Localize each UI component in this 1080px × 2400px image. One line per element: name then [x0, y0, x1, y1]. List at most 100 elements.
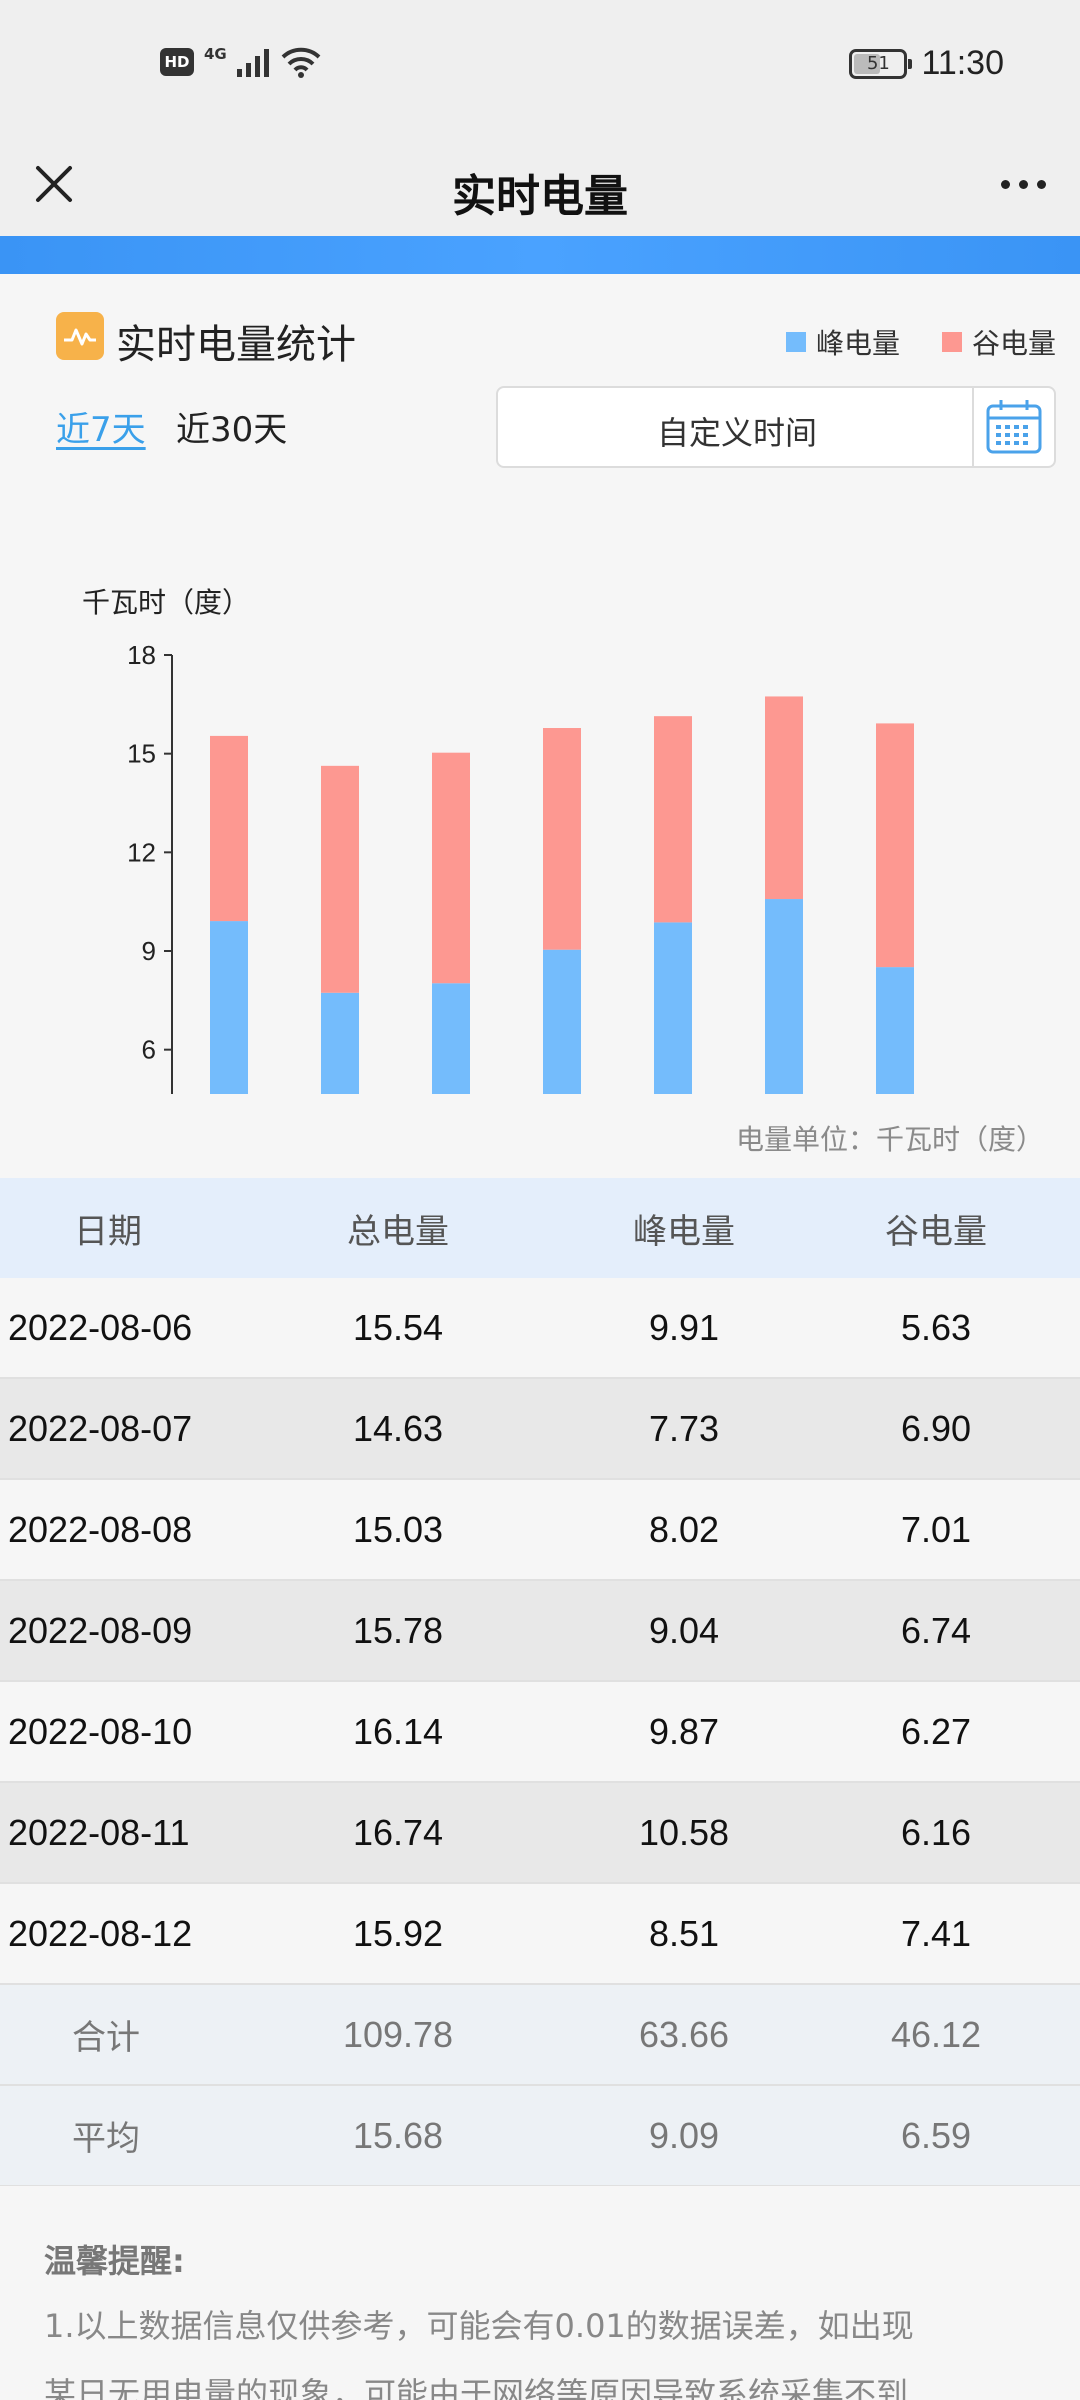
cell-date: 2022-08-06: [8, 1306, 193, 1348]
table-row: 2022-08-07 14.63 7.73 6.90: [0, 1379, 1080, 1480]
tips-section: 温馨提醒: 1.以上数据信息仅供参考，可能会有0.01的数据误差，如出现 某日无…: [0, 2186, 1080, 2400]
table-row: 2022-08-11 16.74 10.58 6.16: [0, 1783, 1080, 1884]
stacked-bar-chart: 千瓦时（度）0369121518日08-0608-0708-0808-0908-…: [82, 586, 1016, 1330]
bar-valley: [765, 696, 803, 900]
bar-peak: [543, 949, 581, 1247]
legend-label-valley: 谷电量: [971, 327, 1056, 360]
header-peak: 峰电量: [633, 1211, 735, 1252]
chart-container: 千瓦时（度）0369121518日08-0608-0708-0808-0908-…: [0, 534, 1080, 1330]
bar-peak: [432, 983, 470, 1247]
tips-line-1: 1.以上数据信息仅供参考，可能会有0.01的数据误差，如出现: [44, 2307, 914, 2345]
bar-peak: [765, 899, 803, 1247]
signal-icon: [236, 49, 269, 77]
header-valley: 谷电量: [885, 1211, 987, 1252]
cell-total: 16.74: [352, 1811, 444, 1853]
cell-peak: 9.87: [648, 1710, 720, 1752]
cell-date: 2022-08-10: [8, 1710, 193, 1752]
cell-valley: 5.63: [900, 1306, 972, 1348]
cell-peak: 9.04: [648, 1609, 720, 1651]
table-row-total: 合计 109.78 63.66 46.12: [0, 1985, 1080, 2086]
more-icon: [1000, 179, 1010, 189]
unit-note: 电量单位：千瓦时（度）: [735, 1123, 1044, 1156]
status-right: 51 11:30: [849, 44, 1004, 83]
bar-valley: [432, 752, 470, 984]
cell-total: 16.14: [352, 1710, 444, 1752]
page-title: 实时电量: [452, 171, 628, 222]
cell-date: 2022-08-09: [8, 1609, 193, 1651]
average-label: 平均: [72, 2119, 140, 2159]
cell-valley: 6.74: [900, 1609, 972, 1651]
cell-date: 2022-08-08: [8, 1508, 193, 1550]
cell-valley: 6.90: [900, 1407, 972, 1449]
cell-total: 15.92: [352, 1912, 444, 1954]
header-total: 总电量: [347, 1211, 449, 1252]
bar-valley: [654, 716, 692, 923]
tips-line-2: 某日无用电量的现象，可能由于网络等原因导致系统采集不到: [44, 2375, 909, 2400]
y-axis-label: 千瓦时（度）: [82, 586, 250, 619]
battery-level: 51: [866, 53, 890, 74]
bar-valley: [543, 728, 581, 950]
bar-peak: [210, 921, 248, 1247]
status-bar: HD 4G 51 11:30: [0, 0, 1080, 136]
bar-valley: [210, 735, 248, 922]
cell-total: 15.54: [352, 1306, 444, 1348]
cell-date: 2022-08-12: [8, 1912, 193, 1954]
cell-peak: 8.51: [648, 1912, 720, 1954]
more-button[interactable]: [988, 154, 1058, 214]
total-label: 合计: [72, 2018, 140, 2058]
cell-peak: 10.58: [638, 1811, 730, 1853]
legend-swatch-peak: [785, 332, 806, 352]
cell-valley: 6.16: [900, 1811, 972, 1853]
battery-icon: 51: [849, 48, 913, 79]
calendar-icon: [986, 400, 1042, 454]
stats-card: 实时电量统计 峰电量 谷电量 近7天 近30天 自定义时间: [0, 274, 1080, 1330]
bar-peak: [876, 967, 914, 1247]
network-type: 4G: [204, 45, 227, 63]
table-row: 2022-08-09 15.78 9.04 6.74: [0, 1581, 1080, 1682]
total-peak: 63.66: [638, 2013, 730, 2055]
data-table: 日期 总电量 峰电量 谷电量 2022-08-06 15.54 9.91 5.63 20…: [0, 1178, 1080, 2187]
range-30-days[interactable]: 近30天: [176, 410, 288, 450]
nav-bar: 实时电量: [0, 136, 1080, 236]
y-tick-label: 12: [127, 837, 156, 867]
custom-time-label: 自定义时间: [656, 414, 817, 452]
cell-peak: 8.02: [648, 1508, 720, 1550]
average-peak: 9.09: [648, 2114, 720, 2156]
banner: [0, 236, 1080, 274]
cell-peak: 7.73: [648, 1407, 720, 1449]
table-row: 2022-08-06 15.54 9.91 5.63: [0, 1278, 1080, 1379]
table-row-average: 平均 15.68 9.09 6.59: [0, 2086, 1080, 2187]
y-tick-label: 6: [142, 1035, 156, 1065]
clock: 11:30: [921, 44, 1004, 82]
table-header: 日期 总电量 峰电量 谷电量: [0, 1178, 1080, 1278]
custom-time-picker[interactable]: 自定义时间: [496, 386, 1056, 468]
y-tick-label: 18: [127, 640, 156, 670]
average-valley: 6.59: [900, 2114, 972, 2156]
stats-title: 实时电量统计: [116, 322, 356, 368]
cell-valley: 6.27: [900, 1710, 972, 1752]
cell-date: 2022-08-07: [8, 1407, 193, 1449]
table-row: 2022-08-12 15.92 8.51 7.41: [0, 1884, 1080, 1985]
cell-total: 15.78: [352, 1609, 444, 1651]
cell-total: 14.63: [352, 1407, 444, 1449]
cell-total: 15.03: [352, 1508, 444, 1550]
average-total: 15.68: [352, 2114, 444, 2156]
cell-date: 2022-08-11: [8, 1811, 190, 1853]
calendar-button[interactable]: [972, 388, 1054, 466]
header-date: 日期: [74, 1211, 142, 1252]
legend-swatch-valley: [941, 332, 962, 352]
chart-line-icon: [56, 312, 104, 360]
bar-valley: [321, 765, 359, 993]
cell-valley: 7.01: [900, 1508, 972, 1550]
y-tick-label: 9: [142, 936, 156, 966]
legend-label-peak: 峰电量: [815, 327, 900, 360]
bar-valley: [876, 723, 914, 968]
hd-badge: HD: [160, 48, 194, 76]
tips-title: 温馨提醒:: [44, 2242, 185, 2280]
total-sum: 109.78: [342, 2013, 454, 2055]
range-7-days[interactable]: 近7天: [56, 410, 146, 450]
table-row: 2022-08-08 15.03 8.02 7.01: [0, 1480, 1080, 1581]
close-button[interactable]: [24, 154, 84, 214]
cell-peak: 9.91: [648, 1306, 720, 1348]
y-tick-label: 15: [127, 739, 156, 769]
